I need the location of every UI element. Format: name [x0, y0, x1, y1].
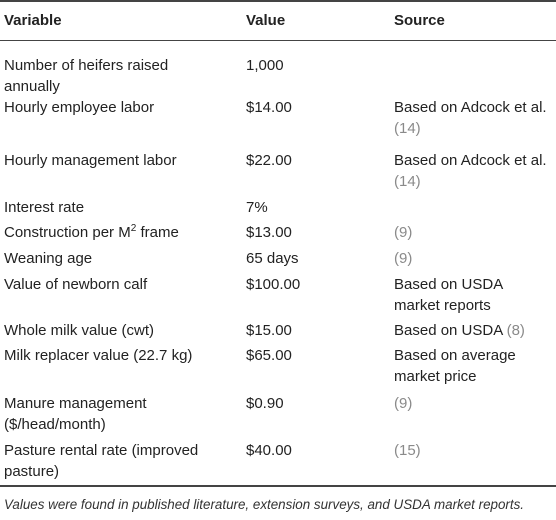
- table-row: Value of newborn calf $100.00 Based on U…: [0, 274, 556, 318]
- value-cell: $40.00: [246, 442, 292, 459]
- value-cell: $15.00: [246, 322, 292, 339]
- table-row: Number of heifers raised annually 1,000: [0, 55, 556, 99]
- variable-cell: Milk replacer value (22.7 kg): [4, 347, 193, 364]
- table-top-rule: [0, 0, 556, 2]
- variable-cell: Whole milk value (cwt): [4, 322, 155, 339]
- table-row: Manure management ($/head/month) $0.90 (…: [0, 393, 556, 437]
- variable-cell: Hourly management labor: [4, 152, 177, 169]
- value-cell: $65.00: [246, 347, 292, 364]
- source-cell: Based on USDA market reports: [394, 276, 504, 314]
- value-cell: $0.90: [246, 395, 284, 412]
- source-cell: Based on USDA (8): [394, 322, 525, 339]
- citation-ref: (9): [394, 224, 413, 241]
- table-header-rule: [0, 40, 556, 41]
- value-cell: 65 days: [246, 250, 299, 267]
- citation-ref: (9): [394, 395, 413, 412]
- variable-cell: Value of newborn calf: [4, 276, 148, 293]
- table-row: Hourly employee labor $14.00 Based on Ad…: [0, 97, 556, 141]
- value-cell: $100.00: [246, 276, 301, 293]
- table-header: Variable Value Source: [0, 2, 556, 40]
- source-cell: (9): [394, 393, 554, 414]
- value-cell: 7%: [246, 199, 268, 216]
- variable-cell: Number of heifers raised annually: [4, 57, 169, 95]
- source-cell: (9): [394, 248, 554, 269]
- header-value: Value: [246, 12, 286, 29]
- variable-cell: Manure management ($/head/month): [4, 395, 147, 433]
- citation-ref: (14): [394, 120, 421, 137]
- value-cell: $14.00: [246, 99, 292, 116]
- table-row: Whole milk value (cwt) $15.00 Based on U…: [0, 320, 556, 342]
- citation-ref: (8): [506, 322, 525, 339]
- table-row: Hourly management labor $22.00 Based on …: [0, 150, 556, 194]
- variable-cell: Weaning age: [4, 250, 93, 267]
- variable-cell: Pasture rental rate (improved pasture): [4, 442, 199, 480]
- variable-cell: Construction per M2 frame: [4, 223, 179, 242]
- source-cell: Based on Adcock et al. (14): [394, 99, 547, 137]
- citation-ref: (9): [394, 250, 413, 267]
- citation-ref: (15): [394, 442, 421, 459]
- table-row: Weaning age 65 days (9): [0, 248, 556, 270]
- table-row: Milk replacer value (22.7 kg) $65.00 Bas…: [0, 345, 556, 389]
- source-cell: Based on Adcock et al. (14): [394, 152, 547, 190]
- source-cell: Based on average market price: [394, 347, 516, 385]
- table-row: Pasture rental rate (improved pasture) $…: [0, 440, 556, 484]
- variable-cell: Interest rate: [4, 199, 85, 216]
- table-row: Construction per M2 frame $13.00 (9): [0, 222, 556, 244]
- citation-ref: (14): [394, 173, 421, 190]
- source-cell: (15): [394, 440, 554, 461]
- source-cell: (9): [394, 222, 554, 243]
- data-table: Variable Value Source Number of heifers …: [0, 0, 556, 487]
- header-variable: Variable: [4, 12, 62, 29]
- table-bottom-rule: [0, 485, 556, 487]
- value-cell: $13.00: [246, 224, 292, 241]
- table-footnote: Values were found in published literatur…: [4, 497, 525, 512]
- value-cell: 1,000: [246, 57, 284, 74]
- variable-cell: Hourly employee labor: [4, 99, 155, 116]
- value-cell: $22.00: [246, 152, 292, 169]
- table-row: Interest rate 7%: [0, 197, 556, 219]
- header-source: Source: [394, 12, 445, 29]
